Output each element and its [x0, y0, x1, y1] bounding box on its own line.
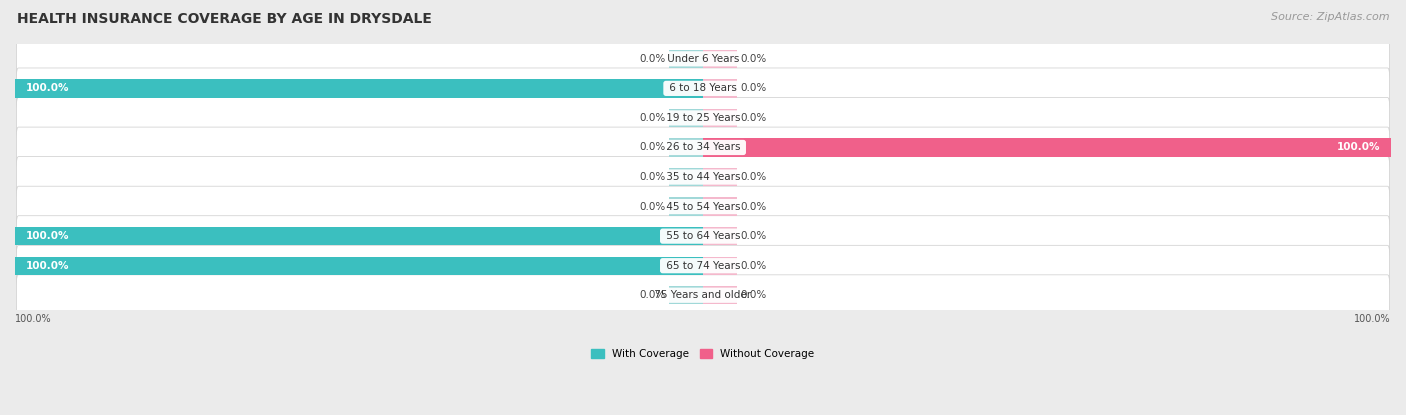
Text: 45 to 54 Years: 45 to 54 Years: [662, 202, 744, 212]
Text: 6 to 18 Years: 6 to 18 Years: [666, 83, 740, 93]
Bar: [669, 109, 703, 127]
Legend: With Coverage, Without Coverage: With Coverage, Without Coverage: [588, 345, 818, 363]
Bar: [669, 198, 703, 216]
Text: 100.0%: 100.0%: [15, 315, 52, 325]
Text: 0.0%: 0.0%: [638, 142, 665, 152]
Text: 100.0%: 100.0%: [1354, 315, 1391, 325]
Text: 55 to 64 Years: 55 to 64 Years: [662, 231, 744, 241]
Text: Source: ZipAtlas.com: Source: ZipAtlas.com: [1271, 12, 1389, 22]
Bar: [703, 256, 737, 275]
Text: 100.0%: 100.0%: [25, 231, 69, 241]
Bar: [703, 138, 1391, 156]
Bar: [703, 50, 737, 68]
Text: 100.0%: 100.0%: [25, 83, 69, 93]
Text: 0.0%: 0.0%: [741, 231, 768, 241]
FancyBboxPatch shape: [17, 127, 1389, 168]
Text: 0.0%: 0.0%: [638, 172, 665, 182]
Bar: [669, 168, 703, 186]
FancyBboxPatch shape: [17, 216, 1389, 256]
Bar: [703, 168, 737, 186]
Text: 0.0%: 0.0%: [638, 54, 665, 64]
Bar: [15, 256, 703, 275]
Bar: [669, 138, 703, 156]
FancyBboxPatch shape: [17, 98, 1389, 138]
Bar: [703, 109, 737, 127]
Text: 100.0%: 100.0%: [1337, 142, 1381, 152]
Text: 0.0%: 0.0%: [741, 172, 768, 182]
Text: 65 to 74 Years: 65 to 74 Years: [662, 261, 744, 271]
Bar: [15, 227, 703, 245]
Text: HEALTH INSURANCE COVERAGE BY AGE IN DRYSDALE: HEALTH INSURANCE COVERAGE BY AGE IN DRYS…: [17, 12, 432, 27]
FancyBboxPatch shape: [17, 186, 1389, 227]
Text: 0.0%: 0.0%: [741, 202, 768, 212]
FancyBboxPatch shape: [17, 245, 1389, 286]
Bar: [703, 286, 737, 304]
Text: 100.0%: 100.0%: [25, 261, 69, 271]
FancyBboxPatch shape: [17, 156, 1389, 198]
Text: 0.0%: 0.0%: [741, 83, 768, 93]
Bar: [669, 50, 703, 68]
Text: 19 to 25 Years: 19 to 25 Years: [662, 113, 744, 123]
Text: 26 to 34 Years: 26 to 34 Years: [662, 142, 744, 152]
Bar: [703, 198, 737, 216]
Text: 75 Years and older: 75 Years and older: [651, 290, 755, 300]
FancyBboxPatch shape: [17, 68, 1389, 109]
FancyBboxPatch shape: [17, 39, 1389, 79]
Text: 0.0%: 0.0%: [638, 290, 665, 300]
Bar: [703, 227, 737, 245]
Text: 35 to 44 Years: 35 to 44 Years: [662, 172, 744, 182]
Text: 0.0%: 0.0%: [741, 54, 768, 64]
Text: 0.0%: 0.0%: [741, 261, 768, 271]
Text: 0.0%: 0.0%: [741, 113, 768, 123]
Text: 0.0%: 0.0%: [741, 290, 768, 300]
Text: 0.0%: 0.0%: [638, 202, 665, 212]
FancyBboxPatch shape: [17, 275, 1389, 316]
Text: Under 6 Years: Under 6 Years: [664, 54, 742, 64]
Bar: [15, 79, 703, 98]
Bar: [669, 286, 703, 304]
Bar: [703, 79, 737, 98]
Text: 0.0%: 0.0%: [638, 113, 665, 123]
